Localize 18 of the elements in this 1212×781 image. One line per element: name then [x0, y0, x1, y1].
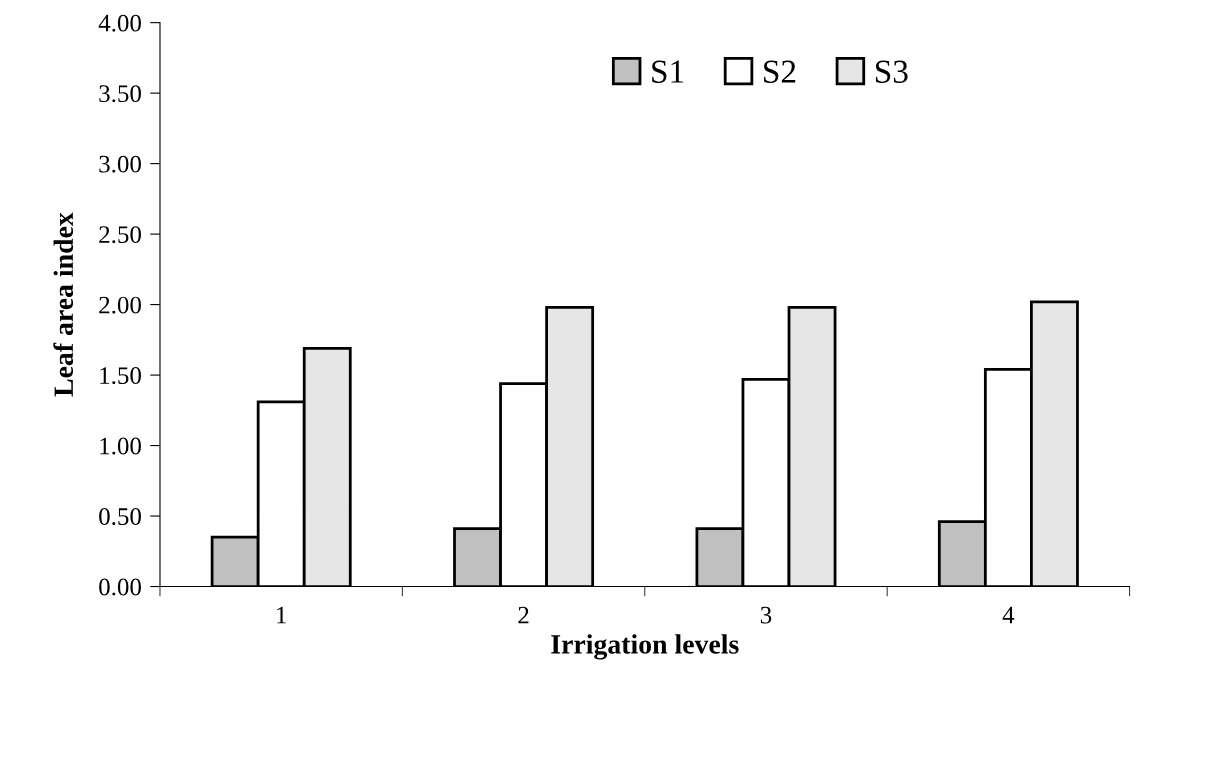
y-tick-label: 2.50	[99, 226, 141, 244]
y-tick-label: 4.00	[98, 14, 141, 32]
x-tick-label: 1	[277, 606, 286, 624]
y-tick-label: 0.50	[99, 508, 141, 526]
legend-label: S3	[875, 60, 908, 83]
legend-label: S1	[652, 60, 684, 83]
y-axis-title: Leaf area index	[53, 212, 74, 397]
y-tick-label: 2.00	[99, 296, 141, 314]
x-tick-label: 2	[518, 606, 529, 624]
x-tick-label: 3	[760, 606, 772, 624]
x-tick-label: 4	[1002, 606, 1015, 624]
y-tick-label: 1.00	[100, 437, 141, 455]
y-tick-label: 3.50	[99, 85, 141, 103]
y-tick-label: 3.00	[99, 155, 141, 173]
x-axis-title: Irrigation levels	[551, 634, 739, 660]
legend-label: S2	[764, 60, 796, 83]
y-tick-label: 0.00	[99, 578, 141, 596]
y-tick-label: 1.50	[100, 367, 141, 385]
